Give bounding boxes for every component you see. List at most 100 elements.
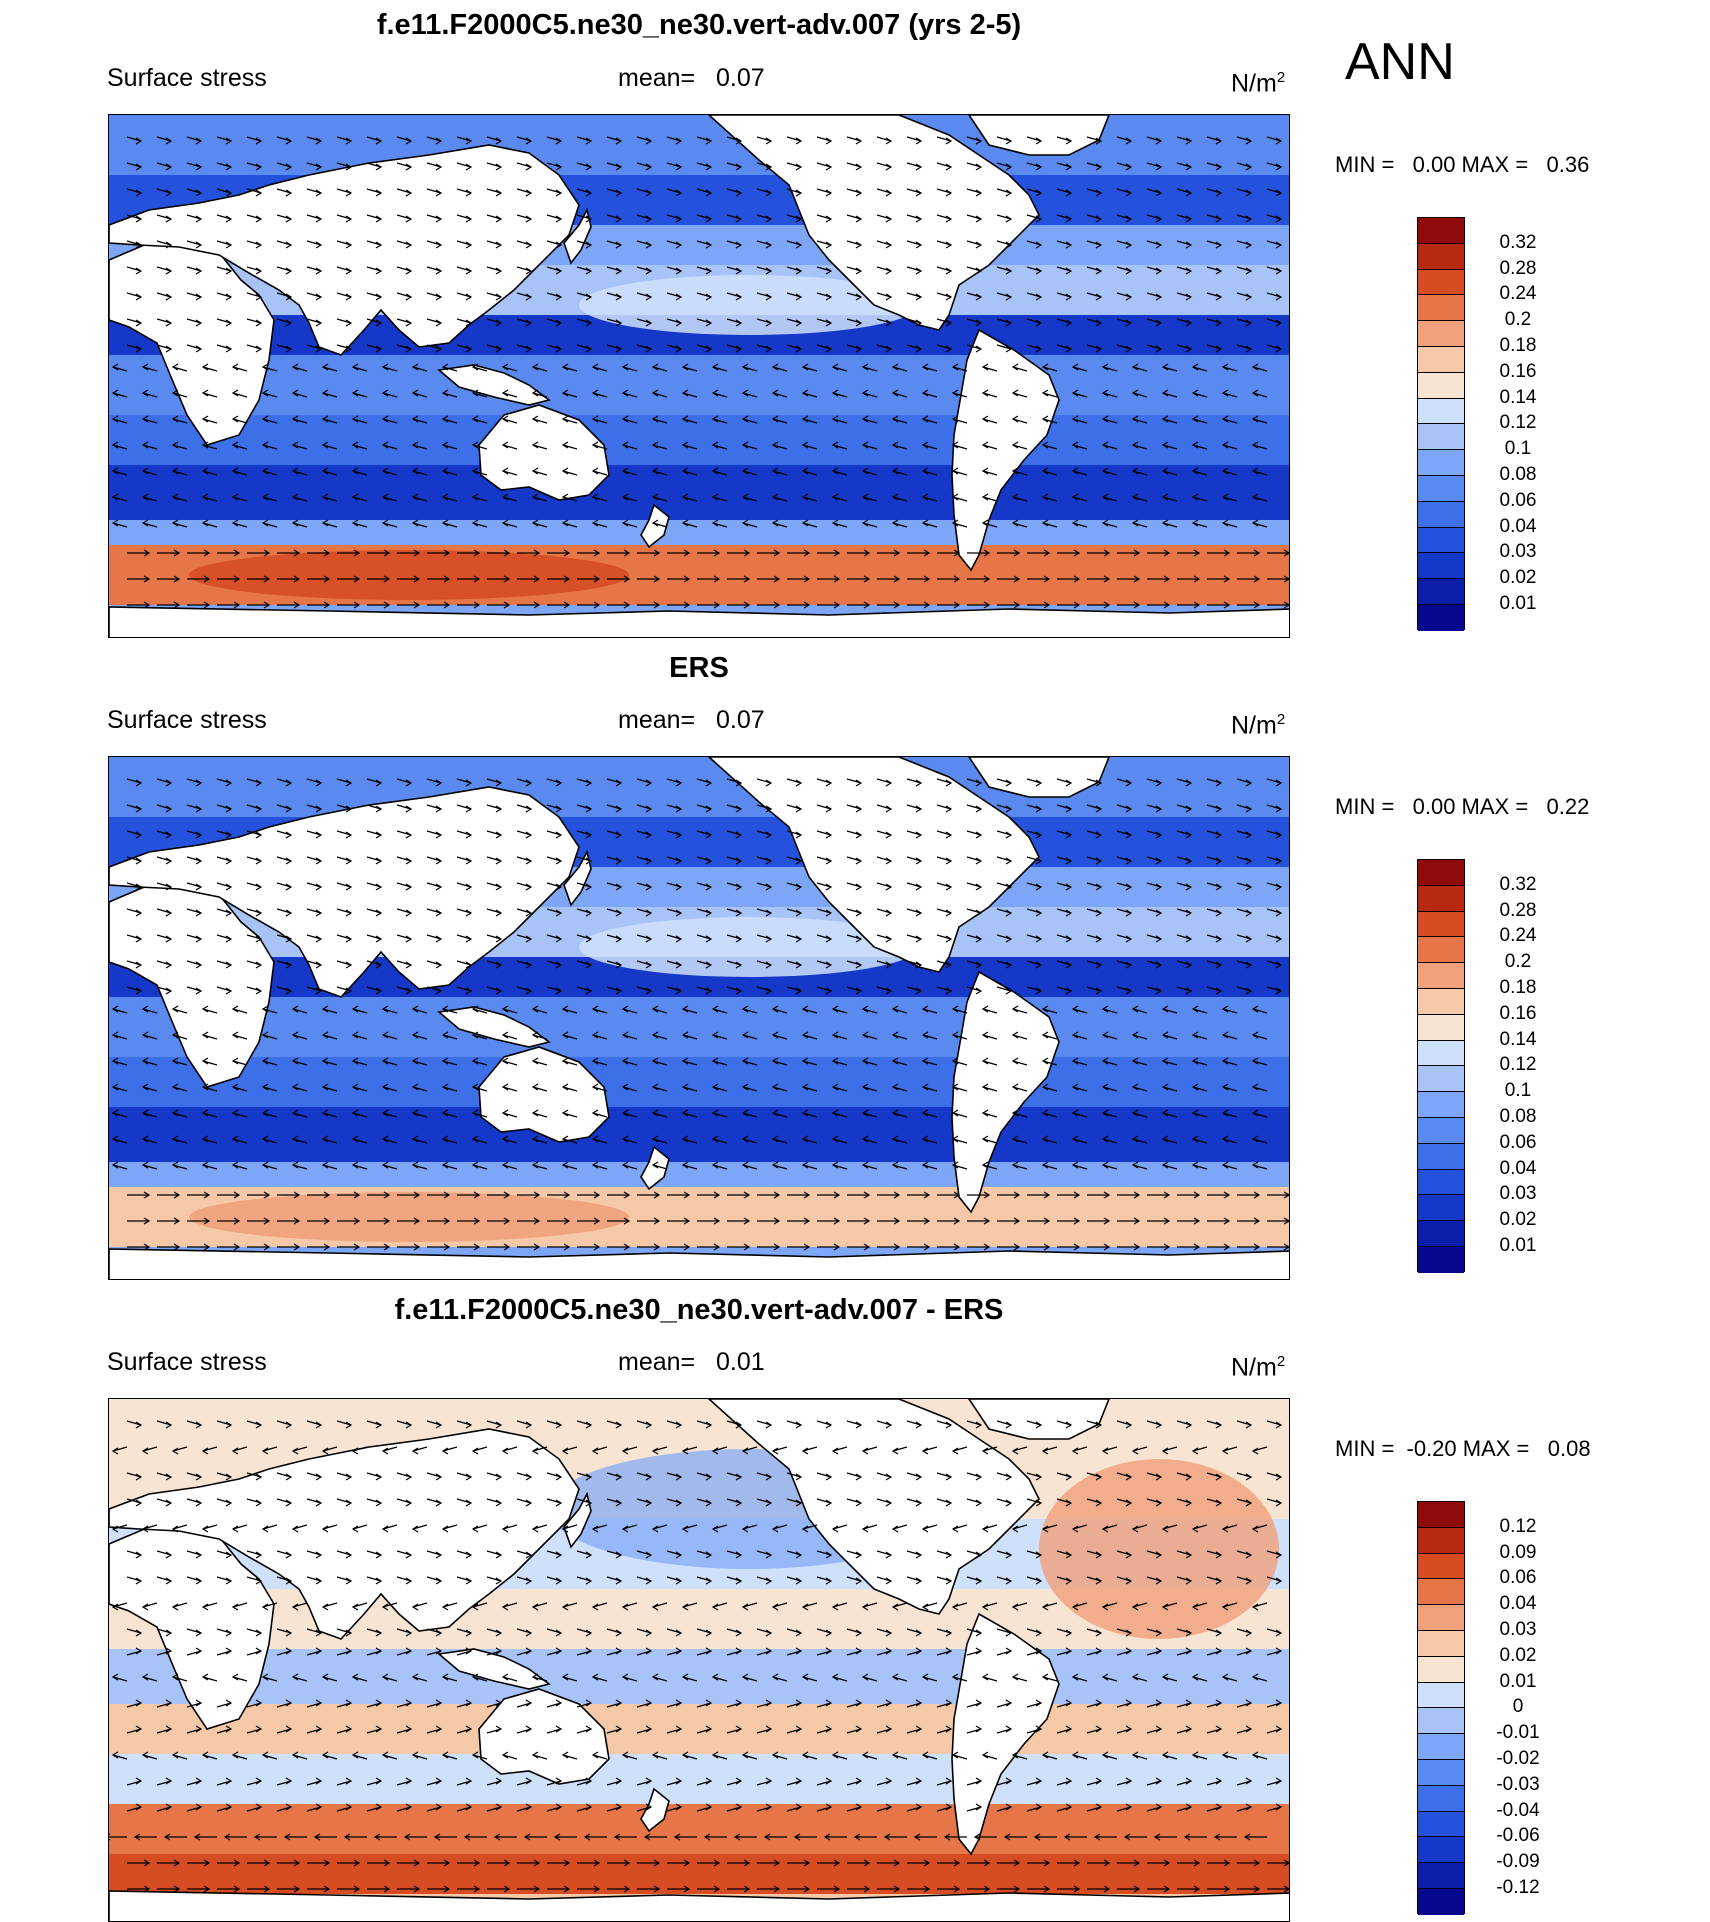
- wind-vector-arrow: [426, 804, 443, 813]
- wind-vector-arrow: [1206, 804, 1223, 813]
- wind-vector-arrow: [463, 1833, 487, 1841]
- wind-vector-arrow: [531, 1109, 548, 1118]
- wind-vector-arrow: [906, 1647, 923, 1656]
- wind-vector-arrow: [501, 441, 518, 450]
- wind-vector-arrow: [486, 162, 503, 171]
- wind-vector-arrow: [666, 1647, 683, 1656]
- wind-vector-arrow: [591, 1005, 608, 1014]
- wind-vector-arrow: [1131, 1524, 1148, 1533]
- wind-vector-arrow: [157, 1191, 181, 1199]
- wind-vector-arrow: [516, 934, 533, 943]
- colorbar-segment: [1418, 501, 1464, 528]
- wind-vector-arrow: [456, 266, 473, 275]
- wind-vector-arrow: [126, 1803, 143, 1812]
- wind-vector-arrow: [381, 415, 398, 424]
- wind-vector-arrow: [321, 1751, 338, 1760]
- wind-vector-arrow: [126, 934, 143, 943]
- wind-vector-arrow: [201, 1057, 218, 1066]
- wind-vector-arrow: [786, 804, 803, 813]
- wind-vector-arrow: [246, 240, 263, 249]
- japan-landmass: [563, 1491, 592, 1549]
- wind-vector-arrow: [456, 344, 473, 353]
- wind-vector-arrow: [936, 1472, 953, 1481]
- wind-vector-arrow: [486, 318, 503, 327]
- wind-vector-arrow: [906, 960, 923, 969]
- wind-vector-arrow: [861, 389, 878, 398]
- wind-vector-arrow: [816, 162, 833, 171]
- wind-vector-arrow: [127, 549, 151, 557]
- wind-vector-arrow: [231, 1751, 248, 1760]
- wind-vector-arrow: [666, 292, 683, 301]
- wind-vector-arrow: [831, 1446, 848, 1455]
- wind-vector-arrow: [1041, 467, 1058, 476]
- wind-vector-arrow: [1176, 188, 1193, 197]
- wind-vector-arrow: [1056, 882, 1073, 891]
- wind-vector-arrow: [1116, 1498, 1133, 1507]
- wind-vector-arrow: [516, 1777, 533, 1786]
- wind-vector-arrow: [396, 240, 413, 249]
- wind-vector-arrow: [276, 1725, 293, 1734]
- wind-vector-arrow: [321, 1031, 338, 1040]
- wind-vector-arrow: [156, 778, 173, 787]
- wind-vector-arrow: [186, 1803, 203, 1812]
- wind-vector-arrow: [696, 1647, 713, 1656]
- wind-vector-arrow: [861, 1109, 878, 1118]
- wind-vector-arrow: [246, 162, 263, 171]
- wind-vector-arrow: [187, 1191, 211, 1199]
- wind-vector-arrow: [861, 467, 878, 476]
- wind-vector-arrow: [846, 240, 863, 249]
- wind-vector-arrow: [276, 778, 293, 787]
- units-label-diff: N/m2: [1231, 1347, 1285, 1382]
- colorbar-label: 0.01: [1499, 1235, 1537, 1256]
- wind-vector-arrow: [336, 804, 353, 813]
- stress-magnitude-band: [109, 415, 1289, 465]
- wind-vector-arrow: [516, 1420, 533, 1429]
- wind-vector-arrow: [427, 549, 451, 557]
- wind-vector-arrow: [1027, 575, 1051, 583]
- wind-vector-arrow: [141, 1057, 158, 1066]
- wind-vector-arrow: [1147, 549, 1171, 557]
- wind-vector-arrow: [553, 1833, 577, 1841]
- wind-vector-arrow: [306, 1498, 323, 1507]
- wind-vector-arrow: [1011, 1005, 1028, 1014]
- wind-vector-arrow: [741, 1602, 758, 1611]
- wind-vector-arrow: [1236, 292, 1253, 301]
- wind-vector-arrow: [966, 318, 983, 327]
- wind-vector-arrow: [576, 266, 593, 275]
- wind-vector-arrow: [1236, 856, 1253, 865]
- wind-vector-arrow: [606, 1420, 623, 1429]
- wind-vector-arrow: [456, 1725, 473, 1734]
- wind-vector-arrow: [606, 162, 623, 171]
- wind-vector-arrow: [607, 1243, 631, 1251]
- colorbar-segment: [1418, 450, 1464, 476]
- wind-vector-arrow: [651, 1057, 668, 1066]
- wind-vector-arrow: [981, 415, 998, 424]
- wind-vector-arrow: [876, 344, 893, 353]
- wind-vector-arrow: [1056, 240, 1073, 249]
- wind-vector-arrow: [1206, 908, 1223, 917]
- wind-vector-arrow: [531, 1673, 548, 1682]
- wind-vector-arrow: [186, 986, 203, 995]
- wind-vector-arrow: [636, 266, 653, 275]
- wind-vector-arrow: [1116, 856, 1133, 865]
- wind-vector-arrow: [756, 856, 773, 865]
- wind-vector-arrow: [996, 1576, 1013, 1585]
- wind-vector-arrow: [936, 1576, 953, 1585]
- wind-vector-arrow: [186, 344, 203, 353]
- wind-vector-arrow: [816, 856, 833, 865]
- wind-vector-arrow: [366, 1647, 383, 1656]
- wind-vector-arrow: [426, 986, 443, 995]
- wind-vector-arrow: [666, 1576, 683, 1585]
- wind-vector-arrow: [696, 960, 713, 969]
- wind-vector-arrow: [786, 856, 803, 865]
- wind-vector-arrow: [846, 266, 863, 275]
- wind-vector-arrow: [216, 986, 233, 995]
- wind-vector-arrow: [606, 1803, 623, 1812]
- wind-vector-arrow: [1147, 575, 1171, 583]
- wind-vector-arrow: [516, 856, 533, 865]
- wind-vector-arrow: [771, 1109, 788, 1118]
- wind-vector-arrow: [1087, 1217, 1111, 1225]
- wind-vector-arrow: [831, 519, 848, 528]
- wind-vector-arrow: [1057, 1243, 1081, 1251]
- wind-vector-arrow: [246, 214, 263, 223]
